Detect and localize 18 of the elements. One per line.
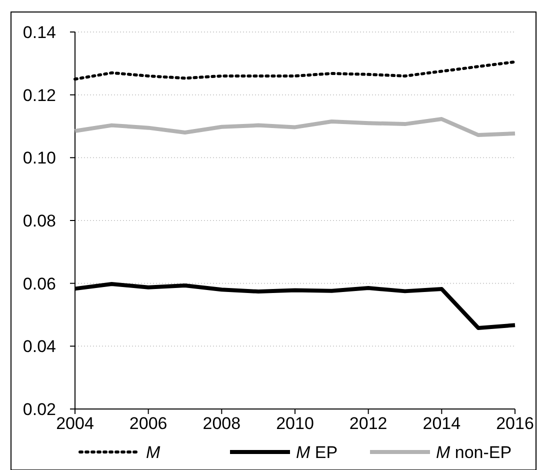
y-tick-label: 0.10 xyxy=(22,148,56,168)
y-tick-label: 0.08 xyxy=(22,211,56,230)
x-tick-label: 2010 xyxy=(276,414,314,433)
x-tick-label: 2008 xyxy=(202,414,241,433)
x-tick-label: 2006 xyxy=(129,414,168,433)
y-tick-label: 0.14 xyxy=(22,22,56,42)
y-tick-label: 0.12 xyxy=(22,86,56,105)
y-tick-label: 0.06 xyxy=(22,274,56,294)
x-tick-label: 2012 xyxy=(349,414,388,433)
x-tick-label: 2014 xyxy=(422,414,461,433)
legend-label: M EP xyxy=(296,442,338,462)
y-tick-label: 0.04 xyxy=(22,337,56,356)
line-series xyxy=(73,117,517,138)
legend-label: M non-EP xyxy=(436,442,512,462)
legend-label: M xyxy=(146,442,161,462)
y-tick-label: 0.02 xyxy=(22,400,56,419)
x-tick-label: 2016 xyxy=(496,414,534,433)
x-tick-label: 2004 xyxy=(56,414,94,433)
